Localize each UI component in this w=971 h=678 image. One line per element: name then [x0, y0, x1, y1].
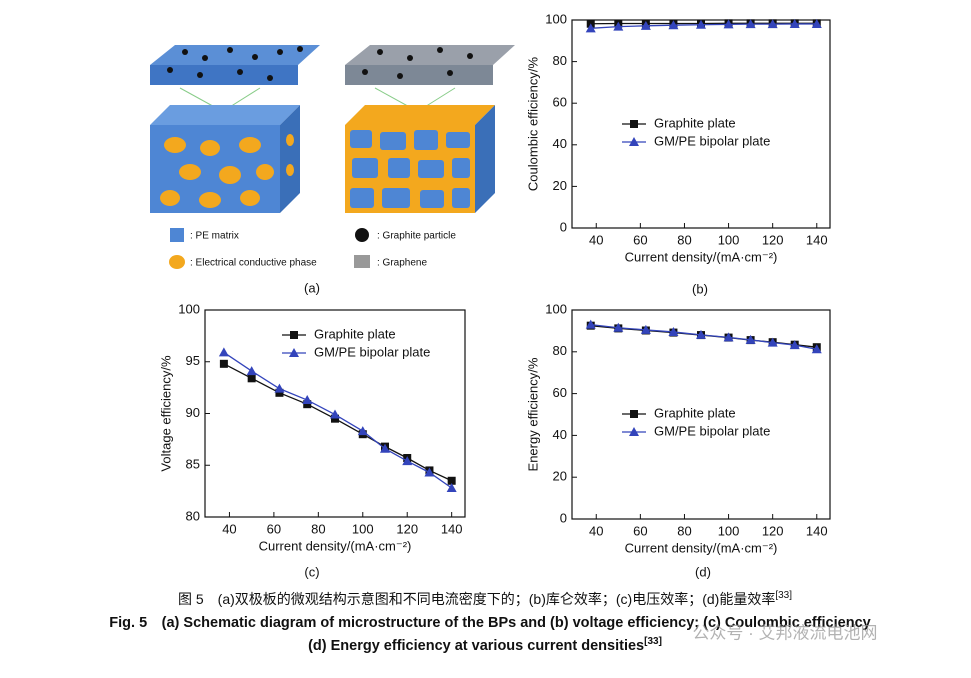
y-tick-label: 80	[553, 53, 567, 68]
x-tick-label: 140	[806, 523, 828, 538]
x-tick-label: 40	[589, 523, 603, 538]
marker	[247, 366, 257, 375]
y-tick-label: 100	[545, 301, 567, 316]
legend-text: Graphite plate	[654, 115, 736, 130]
x-tick-label: 60	[633, 232, 647, 247]
x-tick-label: 80	[677, 523, 691, 538]
y-tick-label: 0	[560, 219, 567, 234]
x-tick-label: 80	[677, 232, 691, 247]
marker	[219, 347, 229, 356]
y-tick-label: 60	[553, 95, 567, 110]
legend-swatch	[170, 228, 184, 242]
caption-cn: 图 5 (a)双极板的微观结构示意图和不同电流密度下的；(b)库仑效率；(c)电…	[178, 590, 792, 608]
caption-ref: [33]	[775, 590, 792, 601]
marker	[220, 360, 228, 368]
y-tick-label: 80	[553, 343, 567, 358]
x-axis-label: Current density/(mA·cm⁻²)	[625, 249, 778, 264]
y-tick-label: 85	[186, 457, 200, 472]
x-tick-label: 100	[718, 523, 740, 538]
schematic: : PE matrix : Electrical conductive phas…	[150, 45, 515, 295]
block-top	[150, 105, 300, 125]
marker	[290, 331, 298, 339]
top-layer-right-side	[345, 65, 493, 85]
x-axis-label: Current density/(mA·cm⁻²)	[259, 538, 412, 553]
legend-text: : PE matrix	[190, 231, 239, 242]
top-layer-left	[150, 45, 320, 65]
legend-text: : Electrical conductive phase	[190, 258, 317, 269]
x-tick-label: 80	[311, 521, 325, 536]
y-tick-label: 100	[178, 301, 200, 316]
top-layer-right	[345, 45, 515, 65]
caption-ref: [33]	[644, 636, 662, 647]
x-axis-label: Current density/(mA·cm⁻²)	[625, 540, 778, 555]
x-tick-label: 60	[633, 523, 647, 538]
caption-text: (d) Energy efficiency at various current…	[308, 638, 644, 654]
legend-swatch	[355, 228, 369, 242]
caption-en: (d) Energy efficiency at various current…	[308, 636, 662, 654]
x-tick-label: 40	[589, 232, 603, 247]
legend-text: GM/PE bipolar plate	[314, 344, 430, 359]
x-tick-label: 100	[352, 521, 374, 536]
legend-text: Graphite plate	[314, 326, 396, 341]
y-tick-label: 90	[186, 405, 200, 420]
y-tick-label: 80	[186, 508, 200, 523]
x-tick-label: 140	[441, 521, 463, 536]
legend-text: GM/PE bipolar plate	[654, 423, 770, 438]
legend-text: GM/PE bipolar plate	[654, 133, 770, 148]
panel-label: (b)	[692, 281, 708, 296]
block-top-right	[345, 105, 495, 125]
x-tick-label: 120	[396, 521, 418, 536]
y-tick-label: 20	[553, 178, 567, 193]
y-tick-label: 60	[553, 385, 567, 400]
marker	[302, 395, 312, 404]
x-tick-label: 120	[762, 523, 784, 538]
y-tick-label: 0	[560, 510, 567, 525]
panel-label: (a)	[304, 280, 320, 295]
marker	[630, 120, 638, 128]
y-tick-label: 100	[545, 11, 567, 26]
x-tick-label: 100	[718, 232, 740, 247]
legend-text: : Graphene	[377, 258, 427, 269]
caption-text: 图 5 (a)双极板的微观结构示意图和不同电流密度下的；(b)库仑效率；(c)电…	[178, 591, 775, 608]
marker	[248, 374, 256, 382]
legend-swatch	[354, 255, 370, 268]
x-tick-label: 40	[222, 521, 236, 536]
y-tick-label: 40	[553, 427, 567, 442]
y-axis-label: Energy efficiency/%	[525, 357, 540, 471]
marker	[630, 410, 638, 418]
panel-label: (c)	[304, 564, 319, 579]
x-tick-label: 140	[806, 232, 828, 247]
y-tick-label: 95	[186, 353, 200, 368]
x-tick-label: 60	[267, 521, 281, 536]
watermark: 公众号 · 艾邦液流电池网	[692, 623, 877, 642]
marker	[330, 410, 340, 419]
legend-text: : Graphite particle	[377, 231, 456, 242]
panel-label: (d)	[695, 564, 711, 579]
y-tick-label: 40	[553, 136, 567, 151]
y-axis-label: Coulombic efficiency/%	[525, 56, 540, 191]
y-axis-label: Voltage efficiency/%	[158, 355, 173, 472]
x-tick-label: 120	[762, 232, 784, 247]
y-tick-label: 20	[553, 469, 567, 484]
legend-swatch	[169, 255, 185, 269]
marker	[274, 384, 284, 393]
legend-text: Graphite plate	[654, 405, 736, 420]
